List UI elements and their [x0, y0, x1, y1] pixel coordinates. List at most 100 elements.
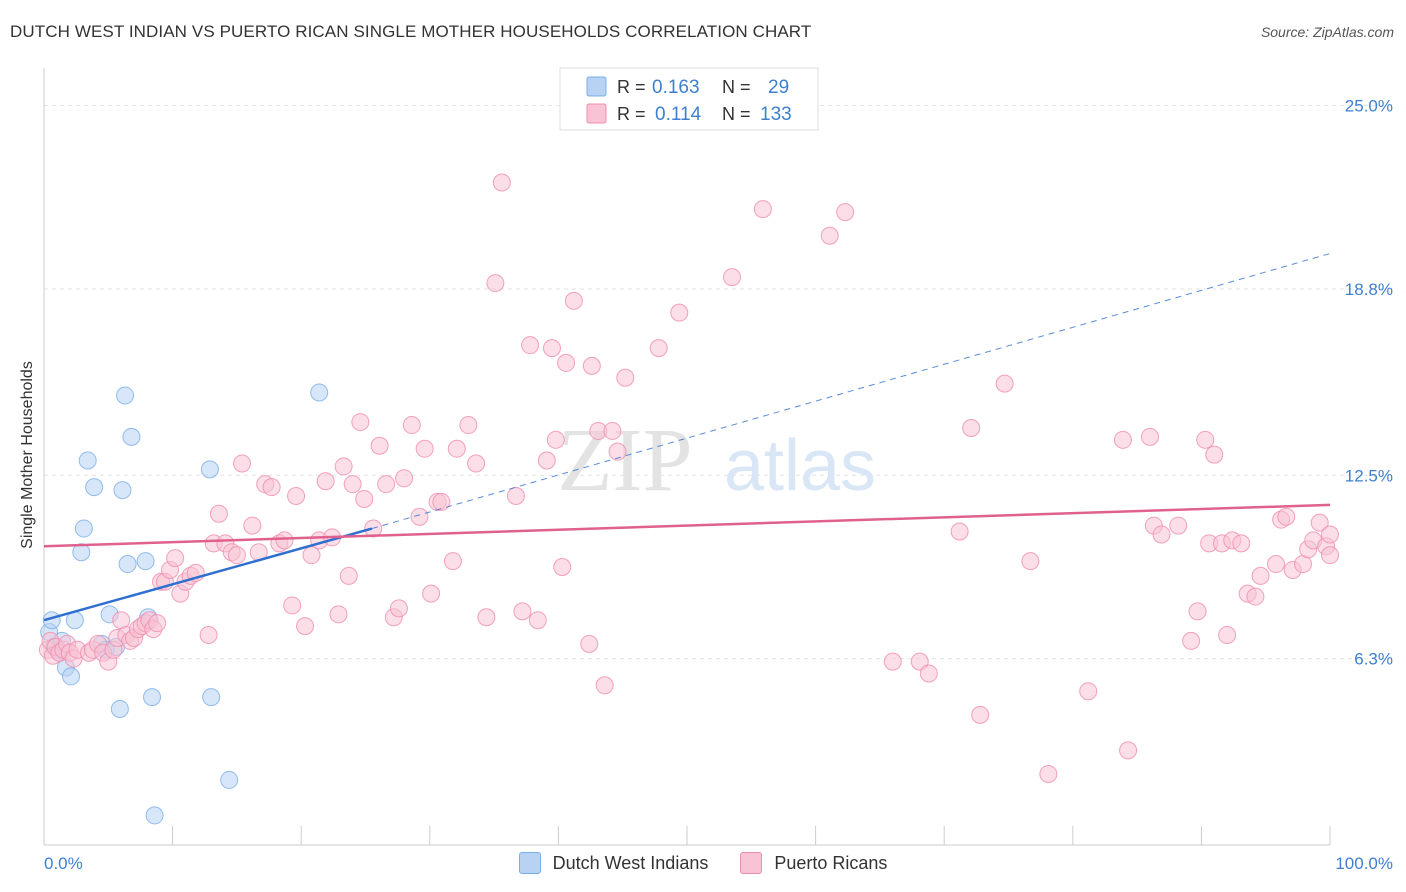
legend-swatch-puerto-ricans [740, 852, 763, 874]
x-ticks [43, 826, 1331, 845]
data-point [962, 418, 981, 437]
x-tick-label-max: 100.0% [1335, 854, 1393, 873]
data-point [1119, 741, 1138, 760]
data-point [329, 605, 348, 624]
data-point [919, 664, 938, 683]
legend-item-dutch-west-indians: Dutch West Indians [518, 852, 709, 874]
watermark-zip: ZIP [558, 411, 693, 510]
y-tick-label: 6.3% [1354, 650, 1393, 669]
data-point [343, 475, 362, 494]
data-point [608, 442, 627, 461]
trend-line-puerto-ricans [43, 503, 1331, 548]
data-point [145, 806, 164, 825]
data-point [199, 626, 218, 645]
trend-line-dutch-west-indians-extension [371, 253, 1331, 530]
series-legend: Dutch West Indians Puerto Ricans [0, 852, 1406, 874]
data-point [122, 427, 141, 446]
data-point [209, 504, 228, 523]
legend-r-value-1: 0.163 [652, 77, 700, 98]
y-tick-label: 12.5% [1345, 466, 1393, 485]
trend-lines [43, 253, 1331, 622]
data-point [1196, 430, 1215, 449]
data-point [220, 770, 239, 789]
data-point [995, 374, 1014, 393]
correlation-legend: R = 0.163 N = 29 R = 0.114 N = 133 [559, 67, 819, 131]
data-point [113, 481, 132, 500]
legend-label-puerto-ricans: Puerto Ricans [774, 852, 888, 873]
legend-item-puerto-ricans: Puerto Ricans [740, 852, 887, 874]
x-tick-label-min: 0.0% [44, 854, 83, 873]
data-point [477, 608, 496, 627]
data-point [410, 507, 429, 526]
data-point [72, 543, 91, 562]
data-point [334, 457, 353, 476]
data-point [492, 173, 511, 192]
legend-label-dutch-west-indians: Dutch West Indians [552, 852, 709, 873]
data-point [355, 489, 374, 508]
data-point [1140, 427, 1159, 446]
data-point [1205, 445, 1224, 464]
data-point [1218, 626, 1237, 645]
data-point [1246, 587, 1265, 606]
legend-swatch-blue [586, 76, 607, 97]
data-point [296, 617, 315, 636]
data-point [422, 584, 441, 603]
data-point [1321, 546, 1339, 565]
legend-r-label-2: R = [617, 104, 646, 124]
data-point [820, 226, 839, 245]
data-point [370, 436, 389, 455]
data-point [262, 478, 281, 497]
watermark-atlas: atlas [724, 426, 876, 506]
data-point [649, 339, 668, 358]
data-point [377, 475, 396, 494]
data-point [233, 454, 252, 473]
data-point [1188, 602, 1207, 621]
data-point [1310, 513, 1329, 532]
data-point [528, 611, 547, 630]
data-point [723, 268, 742, 287]
data-point [443, 552, 462, 571]
data-point [1251, 566, 1270, 585]
data-point [459, 416, 478, 435]
data-point [78, 451, 97, 470]
data-point [950, 522, 969, 541]
data-point [1182, 631, 1201, 650]
data-point [1266, 555, 1285, 574]
legend-n-label-2: N = [722, 104, 751, 124]
y-tick-label: 25.0% [1345, 97, 1393, 116]
data-point [603, 421, 622, 440]
data-point [118, 555, 137, 574]
data-point [1169, 516, 1188, 535]
source-label: Source: ZipAtlas.com [1260, 24, 1394, 40]
data-point [227, 546, 246, 565]
data-point [546, 430, 565, 449]
data-point [116, 386, 135, 405]
watermark: ZIP atlas [558, 411, 877, 510]
data-point [202, 688, 221, 707]
data-point [883, 652, 902, 671]
data-point [74, 519, 93, 538]
data-point [243, 516, 262, 535]
data-point [148, 614, 167, 633]
data-point [1232, 534, 1251, 553]
legend-r-value-2: 0.114 [655, 104, 702, 125]
data-point [166, 549, 185, 568]
y-tick-label: 18.8% [1345, 280, 1393, 299]
y-tick-labels: 6.3% 12.5% 18.8% 25.0% [1345, 97, 1393, 669]
data-point [402, 416, 421, 435]
data-point [971, 705, 990, 724]
data-point [616, 368, 635, 387]
data-point [1039, 765, 1058, 784]
legend-n-value-1: 29 [768, 77, 789, 98]
data-point [136, 552, 155, 571]
data-point [506, 487, 525, 506]
data-point [351, 413, 370, 432]
data-point [316, 472, 335, 491]
x-tick-labels: 0.0% 100.0% [44, 854, 1393, 873]
data-point [467, 454, 486, 473]
data-point [513, 602, 532, 621]
data-point [432, 492, 451, 511]
data-point [200, 460, 219, 479]
data-point [542, 339, 561, 358]
data-point [275, 531, 294, 550]
